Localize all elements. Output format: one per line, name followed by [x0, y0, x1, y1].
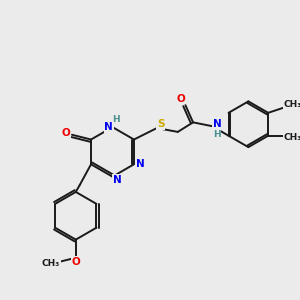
Text: O: O	[62, 128, 70, 138]
Text: O: O	[71, 256, 80, 266]
Text: N: N	[136, 159, 145, 169]
Text: N: N	[212, 119, 221, 129]
Text: N: N	[113, 175, 122, 184]
Text: CH₃: CH₃	[42, 259, 60, 268]
Text: O: O	[176, 94, 185, 103]
Text: CH₃: CH₃	[284, 100, 300, 109]
Text: H: H	[112, 115, 120, 124]
Text: H: H	[213, 130, 221, 139]
Text: S: S	[157, 119, 164, 129]
Text: N: N	[104, 122, 113, 132]
Text: CH₃: CH₃	[284, 133, 300, 142]
